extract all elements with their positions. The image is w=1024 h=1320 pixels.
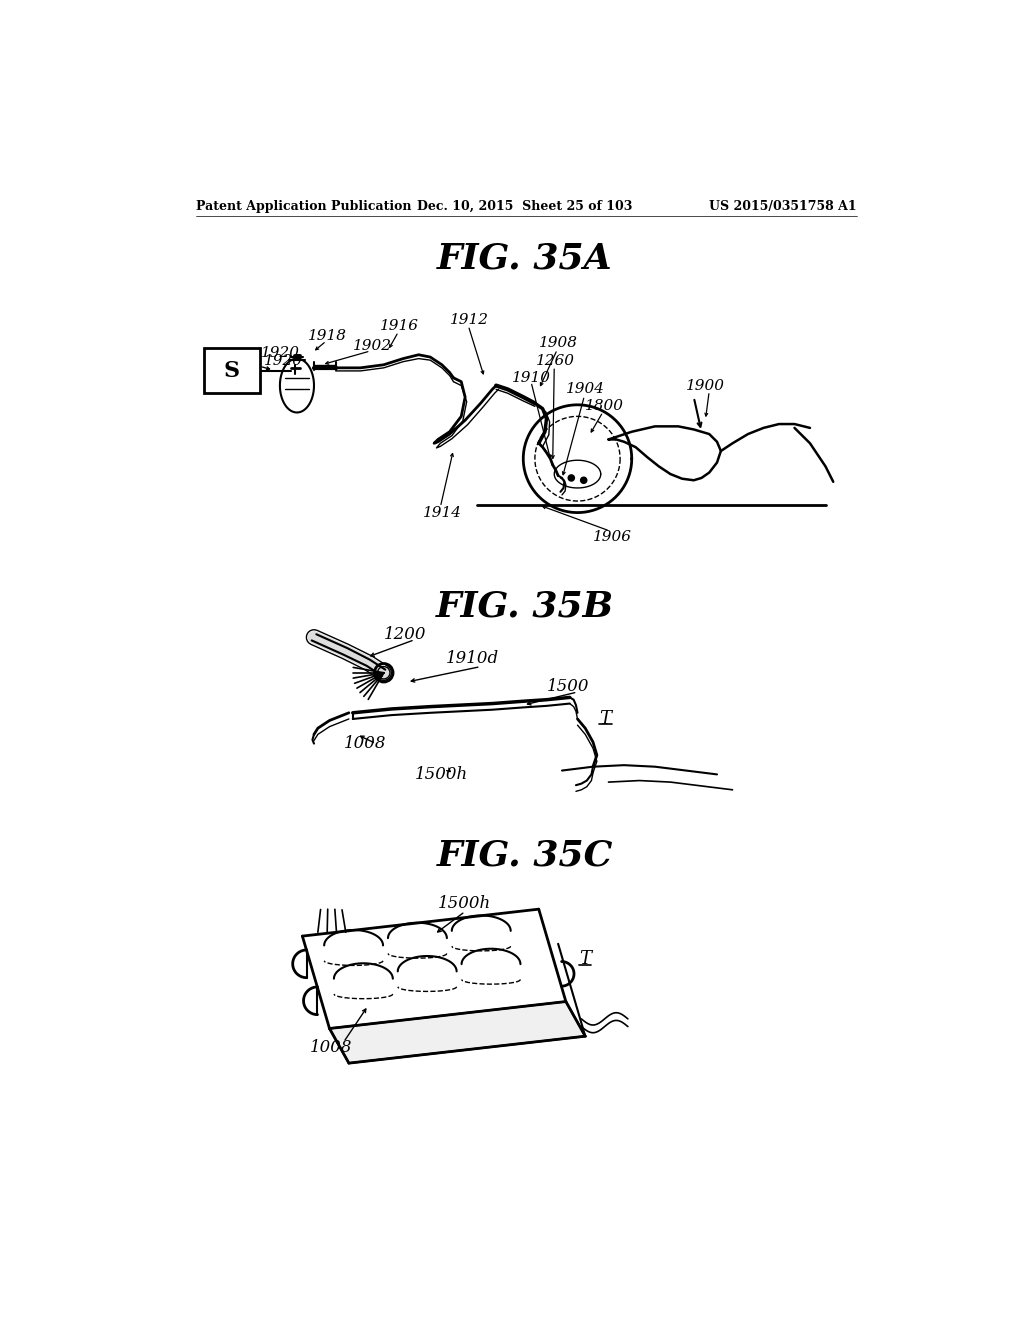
Text: US 2015/0351758 A1: US 2015/0351758 A1	[709, 199, 856, 213]
Circle shape	[581, 477, 587, 483]
Text: T: T	[599, 710, 611, 727]
Text: 1008: 1008	[343, 735, 386, 752]
Text: 1912: 1912	[450, 313, 488, 327]
Text: 1914: 1914	[423, 506, 462, 520]
Text: T: T	[579, 950, 591, 968]
Text: FIG. 35B: FIG. 35B	[436, 590, 613, 623]
Text: 1918: 1918	[308, 329, 347, 342]
Text: 1902: 1902	[352, 338, 392, 352]
Circle shape	[568, 475, 574, 480]
Text: 1500h: 1500h	[438, 895, 492, 912]
Text: FIG. 35C: FIG. 35C	[436, 838, 613, 873]
FancyBboxPatch shape	[204, 348, 260, 393]
Text: 1910: 1910	[512, 371, 551, 385]
Text: Patent Application Publication: Patent Application Publication	[197, 199, 412, 213]
Text: 1916: 1916	[380, 319, 419, 333]
Text: 1910d: 1910d	[445, 651, 499, 668]
Text: 1200: 1200	[384, 626, 426, 643]
Text: 1500h: 1500h	[415, 766, 468, 783]
Text: 1904: 1904	[566, 383, 605, 396]
Text: S: S	[224, 360, 240, 381]
Text: Dec. 10, 2015  Sheet 25 of 103: Dec. 10, 2015 Sheet 25 of 103	[417, 199, 633, 213]
Text: 1500: 1500	[547, 678, 589, 696]
Text: 1906: 1906	[593, 531, 632, 544]
Text: 1920: 1920	[263, 354, 303, 368]
Text: FIG. 35A: FIG. 35A	[437, 242, 612, 276]
Text: 1920: 1920	[261, 346, 300, 360]
Polygon shape	[330, 1002, 586, 1063]
Text: 1908: 1908	[539, 337, 578, 350]
Text: 1900: 1900	[686, 379, 725, 392]
Text: 1260: 1260	[536, 354, 574, 368]
Text: 1800: 1800	[586, 400, 625, 413]
Text: 1008: 1008	[310, 1039, 352, 1056]
